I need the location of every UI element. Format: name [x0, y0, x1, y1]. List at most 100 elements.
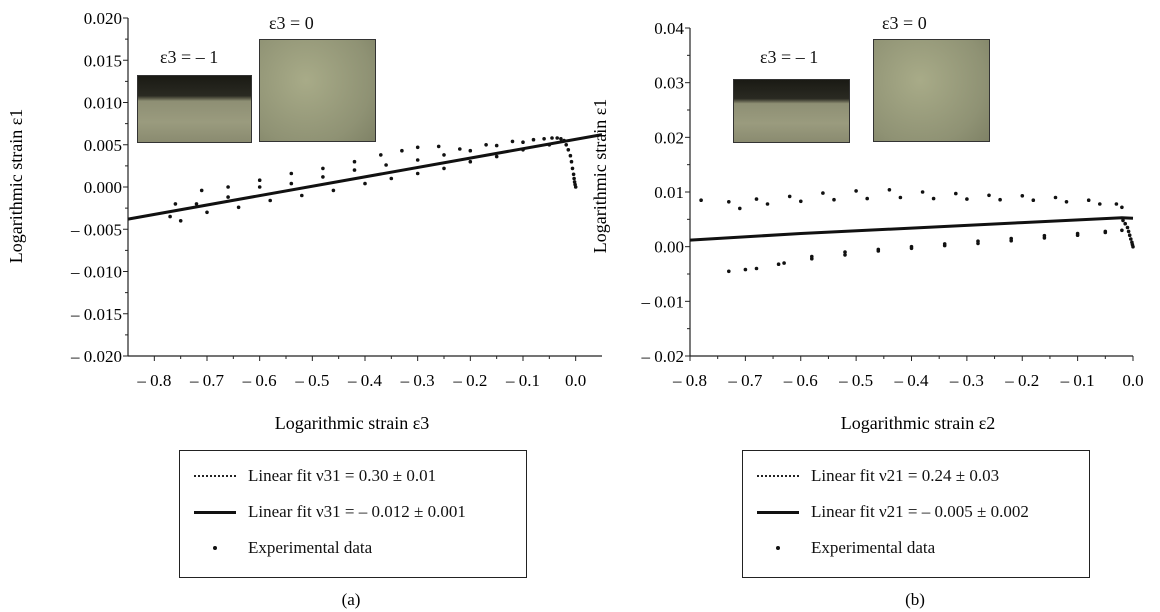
inset-label-b-compressed: ε3 = – 1 [760, 47, 819, 67]
data-point [1127, 233, 1132, 237]
data-point [1103, 230, 1108, 235]
y-axis-label-a: Logarithmic strain ε1 [6, 109, 26, 264]
data-point [572, 176, 576, 181]
x-tick-label-a: – 0.7 [189, 371, 225, 390]
y-tick-label-b: 0.02 [654, 128, 684, 147]
data-point [562, 138, 566, 143]
x-tick-label-a: – 0.1 [505, 371, 540, 390]
data-point [321, 175, 325, 179]
y-tick-label-b: 0.04 [654, 19, 684, 38]
data-point [754, 197, 759, 201]
data-point [1020, 194, 1025, 198]
x-tick-label-b: – 0.8 [672, 371, 707, 390]
data-point [178, 219, 183, 223]
data-point [458, 147, 462, 151]
data-point [1086, 198, 1091, 202]
y-tick-label-b: – 0.01 [641, 292, 685, 311]
data-series-b-4 [743, 228, 1124, 272]
x-tick-label-a: – 0.4 [347, 371, 383, 390]
data-point [1120, 228, 1124, 233]
x-tick-label-a: – 0.3 [400, 371, 435, 390]
data-point [1120, 205, 1124, 210]
x-tick-label-b: – 0.7 [727, 371, 763, 390]
x-tick-label-a: – 0.8 [136, 371, 171, 390]
data-point [727, 269, 731, 274]
data-point [854, 189, 858, 193]
data-point [494, 143, 499, 148]
data-point [468, 159, 473, 164]
legend-b-dot-label: Experimental data [811, 538, 936, 557]
data-series-b-5 [1121, 218, 1135, 249]
specimen-photo-b-undeformed [873, 39, 990, 142]
y-tick-label-a: – 0.020 [70, 347, 122, 366]
specimen-photo-a-compressed [137, 75, 252, 143]
data-point [168, 214, 172, 219]
y-tick-label-a: 0.020 [84, 9, 122, 28]
data-point [257, 178, 262, 182]
legend-a-solid-label: Linear fit ν31 = – 0.012 ± 0.001 [248, 502, 466, 521]
data-point [564, 143, 568, 147]
data-point [436, 144, 441, 149]
data-point [865, 196, 869, 201]
data-point [954, 191, 958, 196]
data-point [876, 249, 881, 253]
data-point [199, 188, 204, 193]
x-tick-label-b: – 0.3 [949, 371, 984, 390]
y-tick-label-a: – 0.005 [70, 220, 122, 239]
panel-label-a: (a) [342, 590, 361, 609]
inset-label-a-undeformed: ε3 = 0 [269, 13, 314, 33]
data-point [352, 168, 357, 172]
data-point [799, 199, 803, 204]
data-point [205, 210, 209, 215]
data-point [843, 253, 847, 257]
data-series-b-1 [699, 188, 1119, 206]
data-series-b-3 [727, 229, 1108, 274]
data-point [1009, 238, 1013, 243]
data-point [942, 243, 947, 248]
data-point [843, 250, 847, 254]
legend-b-dotted-sample [757, 475, 799, 477]
data-point [1129, 237, 1133, 241]
data-point [976, 241, 980, 246]
data-point [559, 137, 563, 141]
legend-a-row-dot: Experimental data [180, 535, 372, 561]
data-point [468, 148, 473, 153]
data-point [776, 262, 781, 267]
data-point [521, 140, 525, 144]
data-point [909, 246, 914, 251]
x-tick-label-b: – 0.1 [1060, 371, 1095, 390]
x-tick-label-a: – 0.5 [294, 371, 329, 390]
legend-b: Linear fit ν21 = 0.24 ± 0.03 Linear fit … [742, 450, 1090, 578]
data-point [289, 181, 294, 186]
chart-b: – 0.02 – 0.01 0.00 0.01 0.02 0.03 0.04 – 0.8 – 0… [641, 19, 1144, 390]
data-point [987, 193, 991, 198]
data-point [173, 202, 178, 206]
data-point [379, 153, 383, 157]
data-point [555, 136, 559, 140]
data-point [832, 197, 836, 202]
data-point [384, 163, 388, 167]
data-point [931, 196, 936, 201]
inset-label-b-undeformed: ε3 = 0 [882, 13, 927, 33]
data-point [400, 148, 404, 153]
y-tick-label-a: – 0.010 [70, 263, 122, 282]
x-tick-label-a: – 0.6 [242, 371, 277, 390]
y-tick-label-a: 0.000 [84, 178, 122, 197]
x-axis-label-b: Logarithmic strain ε2 [841, 413, 996, 433]
data-point [521, 148, 525, 152]
data-point [1053, 195, 1058, 200]
specimen-photo-b-compressed [733, 79, 850, 143]
data-point [1126, 229, 1131, 234]
inset-label-a-compressed: ε3 = – 1 [160, 47, 219, 67]
chart-a: – 0.020 – 0.015 – 0.010 – 0.005 0.000 0.005 0.… [70, 9, 603, 390]
data-point [300, 193, 304, 198]
data-point [1125, 225, 1130, 230]
data-point [389, 176, 394, 181]
data-point [484, 143, 488, 147]
y-tick-label-b: – 0.02 [641, 347, 685, 366]
data-point [573, 185, 578, 189]
legend-a-row-solid: Linear fit ν31 = – 0.012 ± 0.001 [180, 499, 466, 525]
data-point [1075, 233, 1080, 237]
data-point [321, 166, 325, 171]
